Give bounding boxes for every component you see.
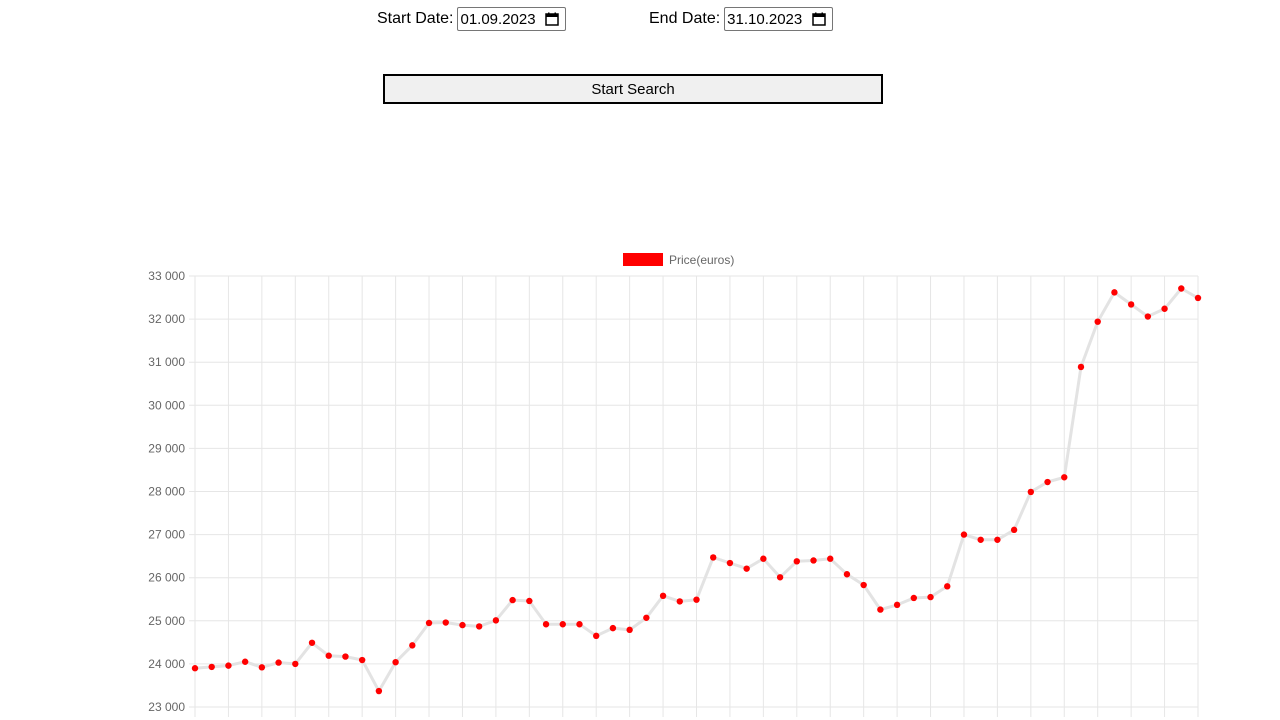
data-point [877, 606, 884, 613]
data-point [659, 592, 667, 600]
data-point [308, 639, 316, 646]
data-point [994, 536, 1001, 543]
data-point [542, 621, 550, 628]
data-point [726, 559, 734, 567]
start-date-label: Start Date: [377, 10, 454, 27]
y-tick-label: 26 000 [148, 571, 185, 585]
start-search-button[interactable]: Start Search [383, 74, 883, 104]
data-point [1094, 318, 1101, 325]
y-tick-label: 25 000 [148, 614, 185, 628]
data-point [241, 658, 249, 665]
data-point [526, 597, 533, 605]
data-point [509, 596, 516, 604]
data-point [910, 594, 918, 602]
data-point [944, 583, 951, 590]
data-point [442, 619, 449, 626]
data-point [1077, 363, 1085, 371]
y-tick-label: 29 000 [148, 441, 185, 455]
data-point [1027, 488, 1035, 496]
data-point [1144, 313, 1152, 320]
data-point [977, 536, 984, 543]
start-date-input[interactable]: 01.09.2023 [457, 7, 567, 31]
end-date-value: 31.10.2023 [727, 10, 803, 28]
data-point [593, 632, 600, 640]
data-point [576, 621, 583, 628]
data-point [1161, 305, 1168, 312]
y-tick-label: 24 000 [148, 657, 185, 671]
end-date-field: End Date: 31.10.2023 [649, 7, 834, 31]
end-date-input[interactable]: 31.10.2023 [724, 7, 834, 31]
data-point [743, 565, 750, 572]
data-point [292, 660, 299, 668]
data-point [760, 555, 767, 562]
data-point [1044, 478, 1051, 486]
data-point [843, 571, 851, 578]
y-tick-label: 23 000 [148, 700, 185, 714]
data-point [927, 593, 934, 601]
data-point [960, 531, 968, 538]
data-point [225, 662, 232, 669]
data-point [392, 658, 399, 666]
calendar-icon[interactable] [812, 12, 826, 26]
data-point [492, 617, 500, 624]
y-tick-label: 30 000 [148, 398, 185, 412]
data-point [776, 574, 784, 581]
data-point [375, 687, 383, 695]
data-point [676, 598, 683, 605]
legend-label: Price(euros) [669, 253, 734, 267]
data-point [1178, 285, 1185, 292]
data-point [643, 614, 650, 621]
data-point [559, 621, 566, 628]
data-point [1061, 474, 1068, 481]
data-point [208, 663, 215, 671]
data-point [626, 626, 633, 634]
legend-swatch [623, 253, 663, 266]
y-tick-label: 28 000 [148, 485, 185, 499]
y-tick-label: 32 000 [148, 312, 185, 326]
end-date-label: End Date: [649, 10, 721, 27]
data-point [342, 653, 349, 660]
start-date-value: 01.09.2023 [460, 10, 536, 28]
y-tick-label: 31 000 [148, 355, 185, 369]
price-line-chart: 23 000 24 000 25 000 26 000 27 000 28 000 29 0… [148, 253, 1202, 717]
data-point [860, 581, 867, 589]
data-point [459, 621, 466, 629]
data-point [409, 642, 416, 649]
data-point [1194, 294, 1202, 302]
y-tick-label: 27 000 [148, 528, 185, 542]
data-point [325, 652, 332, 659]
data-point [1111, 289, 1118, 296]
data-point [425, 619, 433, 627]
data-point [793, 558, 800, 565]
data-point [191, 665, 199, 672]
data-point [475, 623, 483, 630]
data-point [358, 656, 366, 664]
calendar-icon[interactable] [545, 12, 560, 26]
data-point [1010, 526, 1018, 534]
data-point [609, 624, 617, 632]
start-date-field: Start Date: 01.09.2023 [377, 7, 567, 31]
data-point [893, 601, 901, 609]
data-point [827, 555, 834, 562]
data-point [693, 596, 700, 603]
y-tick-label: 33 000 [148, 269, 185, 283]
data-point [710, 554, 717, 561]
data-point [810, 557, 817, 564]
data-point [275, 659, 282, 666]
data-point [258, 664, 266, 671]
data-point [1127, 301, 1135, 308]
